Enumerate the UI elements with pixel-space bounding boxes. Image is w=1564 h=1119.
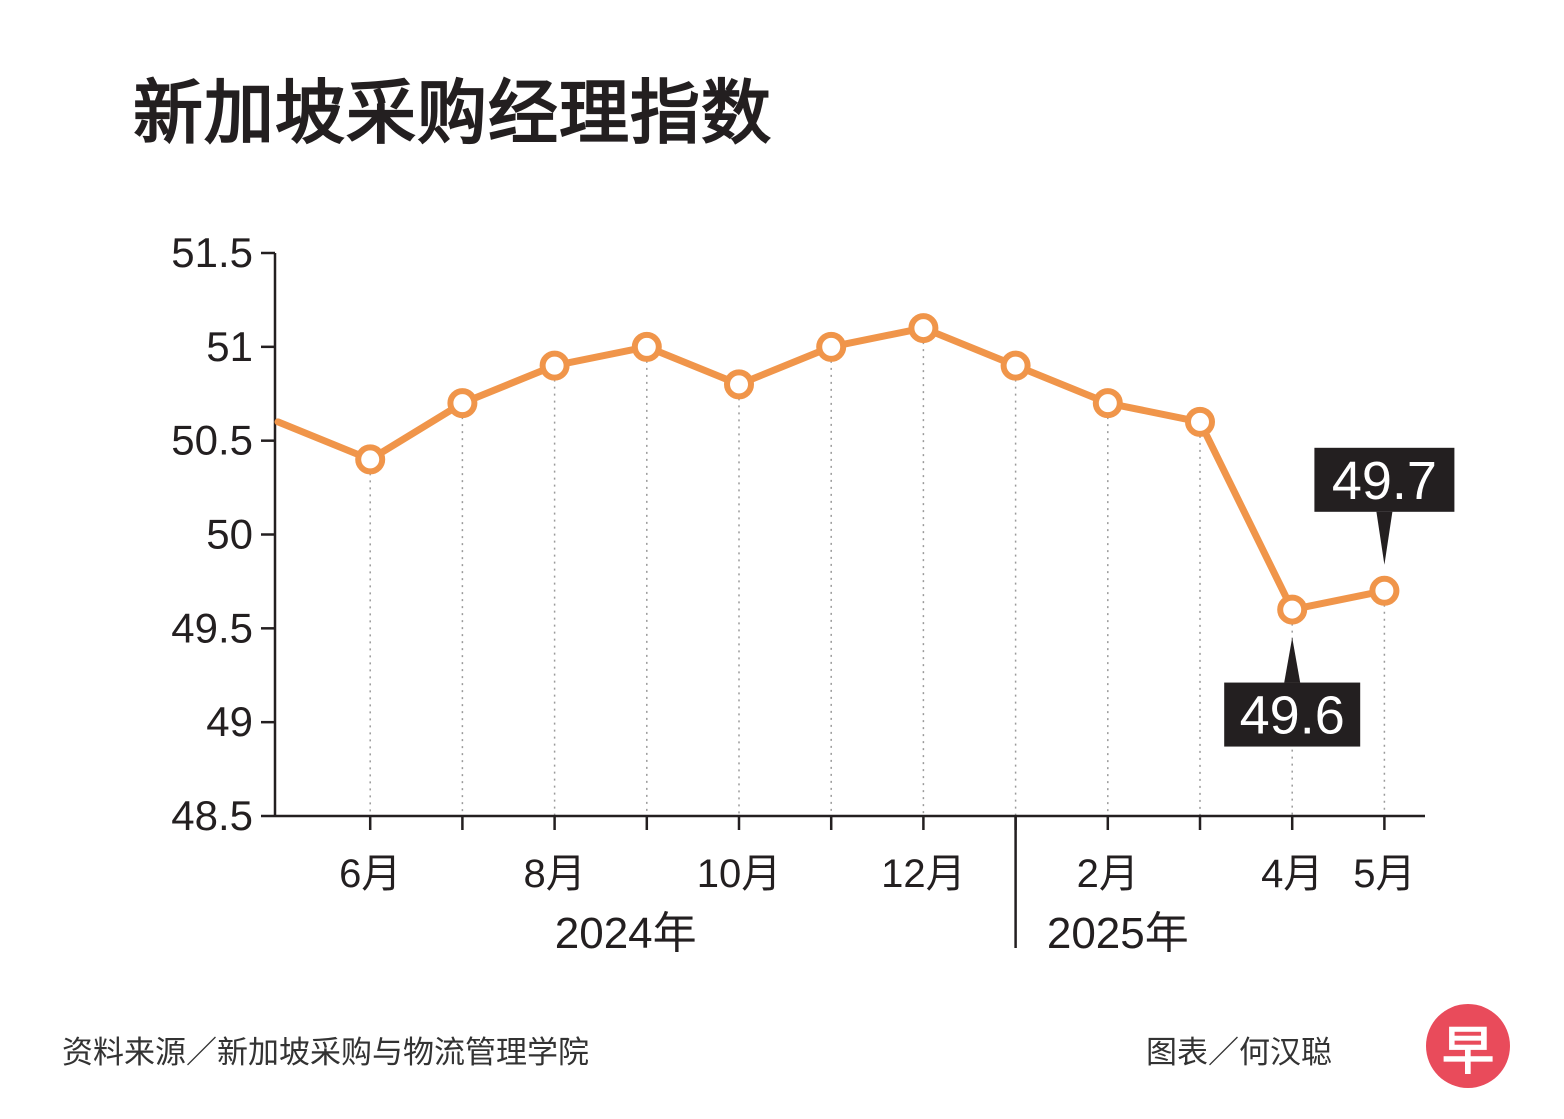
y-tick-label: 50.5 — [171, 417, 253, 464]
x-tick-label: 12月 — [881, 852, 966, 896]
data-point — [1369, 575, 1400, 606]
line-chart: 51.5 51 50.5 50 49.5 49 48.5 6月 8月 10月 12月 2月 4月 5月 20… — [171, 229, 1455, 958]
x-tick-label: 4月 — [1261, 852, 1323, 896]
callout-49-6: 49.6 — [1224, 637, 1361, 747]
chart-credit: 图表／何汉聪 — [1146, 1035, 1332, 1071]
data-point — [816, 331, 847, 362]
series-line — [274, 324, 1388, 614]
x-tick-label: 2月 — [1077, 852, 1139, 896]
x-tick-label: 6月 — [339, 852, 401, 896]
callout-pointer — [1376, 511, 1393, 565]
chart-title: 新加坡采购经理指数 — [133, 72, 772, 154]
y-tick-label: 49.5 — [171, 604, 253, 651]
callout-49-7: 49.7 — [1314, 447, 1455, 565]
callout-pointer — [1284, 637, 1301, 683]
newspaper-logo-icon: 早 — [1426, 1004, 1510, 1088]
x-tick-label: 5月 — [1353, 852, 1415, 896]
y-tick-label: 49 — [206, 698, 253, 745]
y-tick-label: 51.5 — [171, 229, 253, 276]
y-tick-label: 48.5 — [171, 792, 253, 839]
x-tick-label: 8月 — [523, 852, 585, 896]
callout-value: 49.7 — [1332, 451, 1437, 511]
data-point — [447, 388, 478, 419]
data-point — [1092, 388, 1123, 419]
data-point — [355, 444, 386, 475]
y-tick-label: 51 — [206, 323, 253, 370]
source-note: 资料来源／新加坡采购与物流管理学院 — [62, 1035, 589, 1071]
x-tick-label: 10月 — [697, 852, 782, 896]
data-point — [908, 313, 939, 344]
callout-value: 49.6 — [1240, 686, 1345, 746]
data-point — [1000, 350, 1031, 381]
year-label-2025: 2025年 — [1047, 909, 1189, 958]
callout-box — [1314, 447, 1455, 512]
data-point — [539, 350, 570, 381]
y-tick-label: 50 — [206, 511, 253, 558]
callout-box — [1224, 682, 1361, 747]
data-point — [631, 331, 662, 362]
data-point — [1277, 594, 1308, 625]
year-label-2024: 2024年 — [555, 909, 697, 958]
data-point — [724, 369, 754, 400]
data-point — [1185, 406, 1215, 437]
